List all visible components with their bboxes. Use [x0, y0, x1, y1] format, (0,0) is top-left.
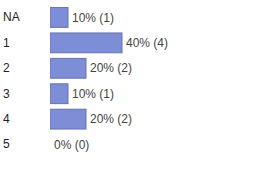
bar	[50, 135, 51, 155]
data-label: 20% (2)	[90, 112, 132, 126]
tick: 1	[3, 36, 50, 50]
tick-label: 2	[3, 61, 10, 75]
tick: 3	[3, 87, 50, 101]
bar	[50, 109, 86, 129]
tick: 5	[3, 137, 50, 151]
tick: 4	[3, 112, 50, 126]
data-label: 40% (4)	[126, 36, 168, 50]
tick: 2	[3, 61, 50, 75]
data-label: 0% (0)	[54, 138, 89, 152]
bar	[50, 58, 86, 78]
category-axis: NA 1 2 3 4 5	[3, 10, 50, 151]
tick-label: 5	[3, 137, 10, 151]
data-label: 10% (1)	[72, 11, 114, 25]
bar	[50, 8, 68, 28]
chart: NA 1 2 3 4 5 10% (1) 40% (4) 20% (2) 10% (1) 20% (…	[0, 0, 270, 169]
tick-label: 3	[3, 87, 10, 101]
bar	[50, 84, 68, 104]
plot: NA 1 2 3 4 5 10% (1) 40% (4) 20% (2) 10% (1) 20% (…	[3, 8, 168, 152]
data-labels: 10% (1)40% (4)20% (2)10% (1)20% (2)0% (0…	[54, 11, 168, 152]
tick-label: NA	[3, 10, 20, 24]
data-label: 20% (2)	[90, 61, 132, 75]
bar	[50, 33, 122, 53]
tick-label: 4	[3, 112, 10, 126]
tick-label: 1	[3, 36, 10, 50]
data-label: 10% (1)	[72, 87, 114, 101]
tick: NA	[3, 10, 50, 24]
